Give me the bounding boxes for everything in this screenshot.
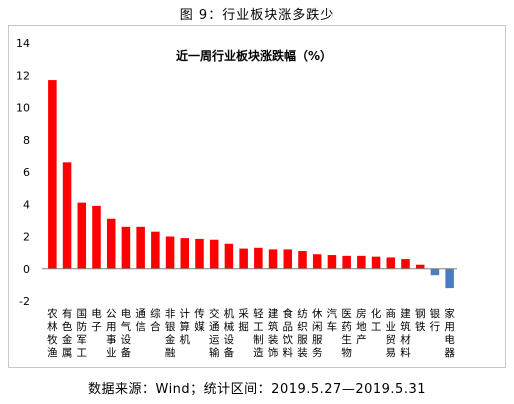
bar (106, 218, 116, 269)
bar (254, 247, 263, 269)
bar (195, 238, 204, 269)
bar (77, 202, 87, 269)
y-tick-label: 10 (16, 102, 30, 115)
bar (151, 231, 160, 269)
x-category-label: 医药生物 (341, 308, 352, 359)
bar (357, 255, 366, 269)
x-category-label: 农林牧渔 (47, 307, 58, 359)
bar (401, 259, 410, 269)
x-category-label: 电子 (91, 307, 102, 333)
bar (180, 238, 190, 269)
x-category-label: 房地产 (356, 307, 367, 346)
bar (136, 226, 145, 269)
x-category-label: 建筑装饰 (268, 307, 279, 359)
x-category-label: 公用事业 (106, 308, 117, 359)
y-tick-label: -2 (19, 295, 30, 308)
bar (283, 249, 293, 269)
x-category-label: 非银金融 (165, 308, 176, 359)
x-category-label: 综合 (150, 307, 161, 333)
bar (209, 239, 219, 269)
x-category-label: 通信 (135, 308, 146, 333)
x-category-label: 计算机 (180, 307, 191, 346)
x-category-label: 有色金属 (62, 307, 73, 359)
x-category-label: 建筑材料 (400, 307, 411, 359)
x-category-label: 家用电器 (444, 307, 455, 359)
bar (327, 255, 337, 269)
x-category-label: 商业贸易 (386, 307, 397, 359)
x-category-label: 交通运输 (209, 307, 220, 359)
bar (224, 243, 234, 269)
bar (165, 236, 175, 269)
bar (415, 264, 425, 269)
bar (386, 257, 396, 269)
y-tick-label: 0 (23, 263, 30, 276)
bar (342, 255, 351, 269)
x-category-label: 钢铁 (415, 307, 426, 333)
data-source-note: 数据来源：Wind；统计区间：2019.5.27—2019.5.31 (88, 382, 426, 397)
bar (48, 80, 57, 269)
bar (121, 226, 131, 269)
x-category-label: 食品饮料 (283, 307, 294, 359)
bar (312, 254, 322, 269)
bar (62, 162, 72, 269)
bar (445, 268, 454, 289)
x-category-label: 轻工制造 (253, 307, 264, 359)
x-category-label: 国防军工 (77, 308, 88, 359)
figure-title: 图 9：行业板块涨多跌少 (179, 8, 335, 23)
x-category-label: 银行 (430, 307, 441, 333)
x-category-label: 纺织服装 (297, 307, 308, 359)
x-category-label: 休闲服务 (312, 308, 323, 359)
y-tick-label: 4 (23, 198, 30, 211)
y-tick-label: 14 (16, 37, 30, 50)
x-category-label: 传媒 (194, 308, 205, 333)
y-tick-label: 2 (23, 231, 30, 244)
x-category-label: 化工 (371, 307, 382, 333)
bar (268, 249, 278, 269)
y-tick-label: 12 (16, 69, 30, 82)
x-category-label: 汽车 (327, 307, 338, 333)
x-category-label: 电气设备 (121, 307, 132, 359)
y-tick-label: 8 (23, 134, 30, 147)
chart-title: 近一周行业板块涨跌幅（%） (176, 48, 332, 63)
chart-frame (8, 25, 506, 368)
bar (92, 205, 101, 269)
x-category-label: 采掘 (238, 308, 249, 333)
y-tick-label: 6 (23, 166, 30, 179)
bar (371, 256, 381, 269)
bar (239, 248, 248, 269)
bar (298, 251, 307, 269)
x-category-label: 机械设备 (224, 307, 235, 359)
bar (430, 268, 440, 276)
